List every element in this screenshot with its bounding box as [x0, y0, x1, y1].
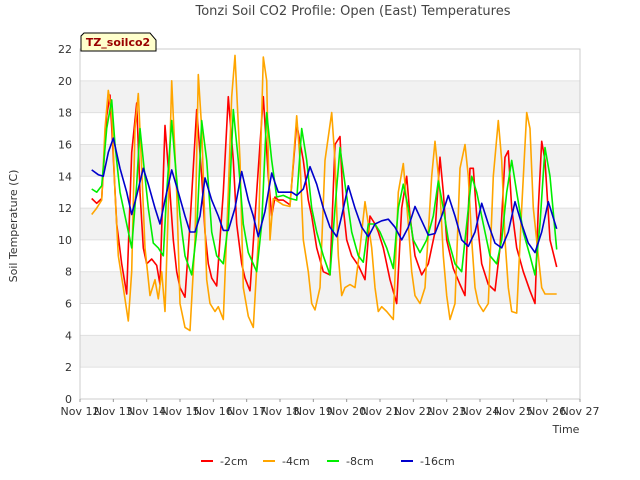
x-axis-label: Time — [552, 423, 580, 436]
station-badge: TZ_soilco2 — [80, 32, 157, 52]
x-tick-label: Nov 27 — [561, 405, 600, 418]
grid-band — [80, 80, 580, 113]
y-tick-label: 12 — [58, 202, 72, 215]
x-tick-label: Nov 15 — [161, 405, 200, 418]
x-tick-label: Nov 14 — [127, 405, 166, 418]
badge-label: TZ_soilco2 — [86, 36, 150, 49]
y-tick-label: 18 — [58, 107, 72, 120]
x-tick-label: Nov 21 — [361, 405, 400, 418]
y-tick-label: 2 — [65, 361, 72, 374]
y-tick-label: 14 — [58, 170, 72, 183]
grid-band — [80, 271, 580, 304]
y-tick-label: 6 — [65, 298, 72, 311]
grid-band — [80, 208, 580, 240]
x-tick-label: Nov 23 — [427, 405, 466, 418]
x-tick-label: Nov 12 — [61, 405, 100, 418]
grid-band — [80, 335, 580, 368]
y-tick-label: 8 — [65, 266, 72, 279]
series-line-minus-4cm — [91, 54, 557, 332]
series-line-minus-2cm — [91, 94, 558, 305]
x-tick-label: Nov 22 — [394, 405, 433, 418]
y-tick-label: 10 — [58, 234, 72, 247]
legend-label: -16cm — [420, 455, 455, 468]
y-axis-label: Soil Temperature (C) — [7, 170, 20, 283]
series-line-minus-16cm — [91, 137, 558, 254]
y-tick-label: 16 — [58, 138, 72, 151]
y-tick-label: 20 — [58, 75, 72, 88]
y-tick-label: 4 — [65, 329, 72, 342]
legend-label: -8cm — [346, 455, 374, 468]
x-tick-label: Nov 20 — [327, 405, 366, 418]
series-lines — [91, 54, 558, 332]
y-tick-label: 0 — [65, 393, 72, 406]
x-tick-label: Nov 13 — [94, 405, 133, 418]
x-tick-label: Nov 16 — [194, 405, 233, 418]
legend-label: -4cm — [282, 455, 310, 468]
x-tick-label: Nov 25 — [494, 405, 533, 418]
x-tick-label: Nov 24 — [461, 405, 500, 418]
badge-box — [80, 32, 157, 52]
plot-area-frame — [79, 48, 581, 400]
y-tick-label: 22 — [58, 43, 72, 56]
series-line-minus-8cm — [91, 99, 558, 276]
legend-label: -2cm — [220, 455, 248, 468]
y-axis-ticks: 0 2 4 6 8 10 12 14 16 18 20 22 — [58, 43, 72, 406]
x-tick-label: Nov 17 — [227, 405, 266, 418]
x-tick-label: Nov 19 — [294, 405, 333, 418]
x-tick-label: Nov 18 — [261, 405, 300, 418]
x-tick-label: Nov 26 — [527, 405, 566, 418]
chart-title: Tonzi Soil CO2 Profile: Open (East) Temp… — [194, 4, 510, 19]
legend: -2cm -4cm -8cm -16cm — [201, 455, 455, 468]
